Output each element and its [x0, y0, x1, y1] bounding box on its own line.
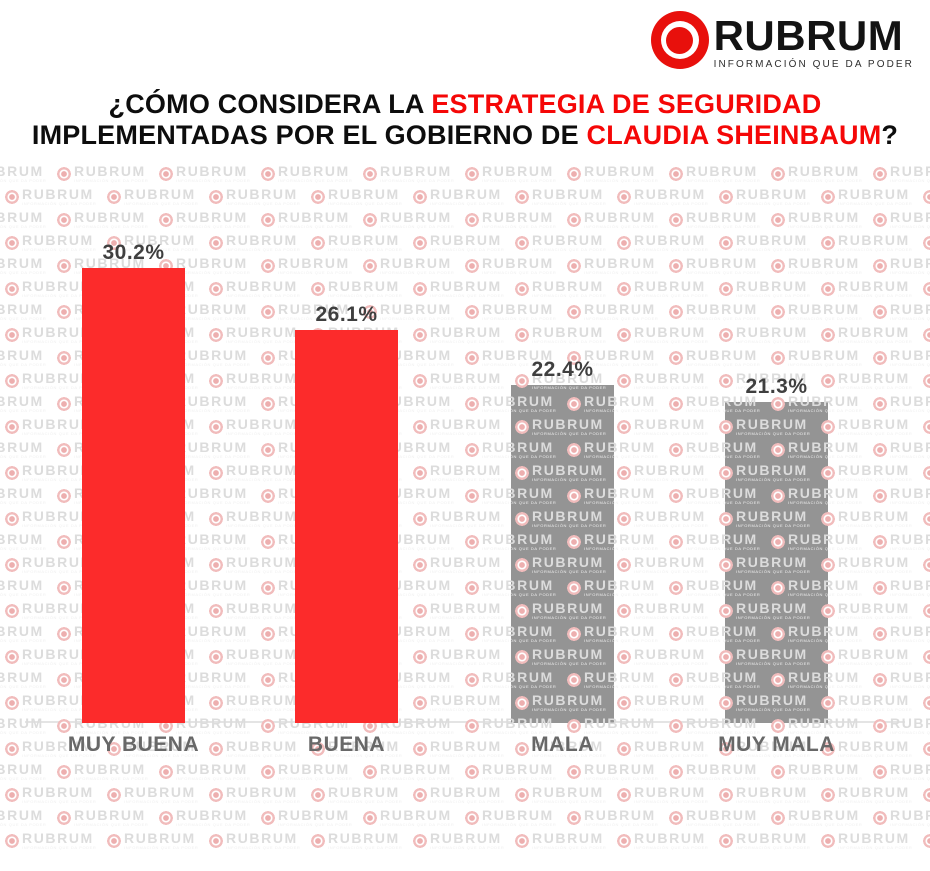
title-segment: CLAUDIA SHEINBAUM	[586, 120, 882, 150]
category-label-muy-buena: MUY BUENA	[67, 733, 200, 756]
bar-value-muy-buena: 30.2%	[102, 241, 165, 264]
rubrum-target-icon	[650, 11, 709, 69]
bar-muy-buena	[82, 268, 185, 723]
category-label-buena: BUENA	[307, 733, 386, 756]
title-segment: ?	[881, 120, 899, 150]
chart-title-line2: IMPLEMENTADAS POR EL GOBIERNO DE CLAUDIA…	[0, 120, 930, 151]
bar-mala	[511, 385, 614, 723]
brand-name: RUBRUM	[713, 12, 904, 59]
bar-value-buena: 26.1%	[315, 303, 378, 326]
bar-value-mala: 22.4%	[531, 358, 594, 381]
title-segment: ESTRATEGIA DE SEGURIDAD	[431, 89, 822, 119]
target-icon-ring	[660, 21, 699, 59]
category-label-mala: MALA	[531, 733, 594, 756]
title-segment: ¿CÓMO CONSIDERA LA	[108, 89, 432, 119]
bar-value-muy-mala: 21.3%	[745, 375, 808, 398]
rubrum-logo: RUBRUM INFORMACIÓN QUE DA PODER	[650, 11, 914, 71]
target-icon-center	[666, 26, 694, 54]
bar-muy-mala	[725, 402, 828, 723]
bar-buena	[295, 330, 398, 723]
category-label-muy-mala: MUY MALA	[718, 733, 835, 756]
title-segment: IMPLEMENTADAS POR EL GOBIERNO DE	[31, 120, 587, 150]
brand-tagline: INFORMACIÓN QUE DA PODER	[713, 59, 914, 70]
chart-title: ¿CÓMO CONSIDERA LA ESTRATEGIA DE SEGURID…	[0, 89, 930, 151]
logo-text-block: RUBRUM INFORMACIÓN QUE DA PODER	[713, 12, 914, 71]
chart-title-line1: ¿CÓMO CONSIDERA LA ESTRATEGIA DE SEGURID…	[0, 89, 930, 120]
